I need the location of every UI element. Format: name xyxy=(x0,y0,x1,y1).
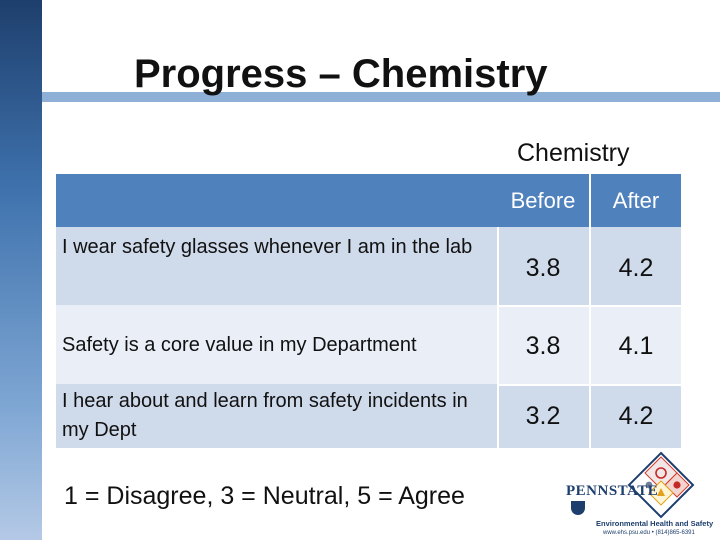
table-row xyxy=(56,384,681,448)
row-divider xyxy=(497,384,681,386)
table-row xyxy=(56,227,681,305)
after-value: 4.1 xyxy=(618,332,654,360)
table-row xyxy=(56,305,681,384)
row-divider xyxy=(497,305,681,307)
after-value: 4.2 xyxy=(618,254,654,282)
slide-title: Progress – Chemistry xyxy=(134,52,548,96)
title-underline-bar xyxy=(42,92,720,102)
logo-department-text: Environmental Health and Safety xyxy=(596,519,714,528)
after-value: 4.2 xyxy=(618,402,654,430)
column-divider-label xyxy=(497,227,499,448)
before-value: 3.8 xyxy=(525,332,561,360)
hazard-diamond-icon xyxy=(627,451,695,519)
row-label: Safety is a core value in my Department xyxy=(62,334,417,356)
left-decorative-bar xyxy=(0,0,42,540)
row-label: I wear safety glasses whenever I am in t… xyxy=(62,236,473,258)
pennstate-wordmark: PENNSTATE xyxy=(566,483,659,499)
row-label: I hear about and learn from safety incid… xyxy=(62,390,468,441)
table-header-row xyxy=(56,174,681,227)
column-header-before: Before xyxy=(510,188,576,213)
table-group-header: Chemistry xyxy=(517,139,630,167)
scale-legend: 1 = Disagree, 3 = Neutral, 5 = Agree xyxy=(64,482,465,510)
column-divider-values xyxy=(589,227,591,448)
before-value: 3.8 xyxy=(525,254,561,282)
logo-contact-text: www.ehs.psu.edu • (814)865-6391 xyxy=(603,530,695,536)
pennstate-shield-icon xyxy=(571,501,585,515)
header-column-divider xyxy=(589,174,591,227)
column-header-after: After xyxy=(612,188,660,213)
before-value: 3.2 xyxy=(525,402,561,430)
